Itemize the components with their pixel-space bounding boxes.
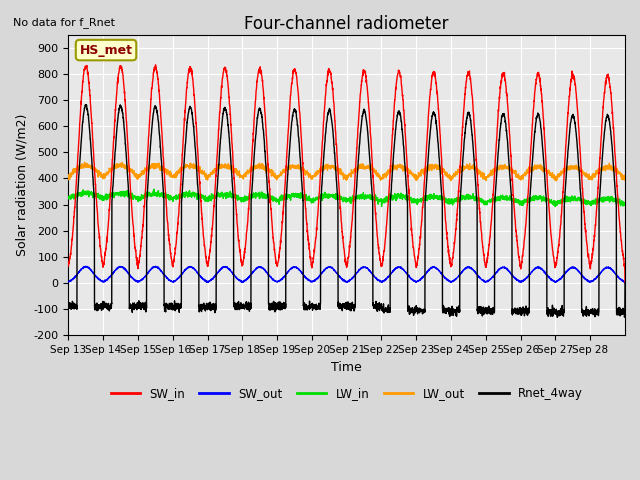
Text: HS_met: HS_met: [79, 44, 132, 57]
Y-axis label: Solar radiation (W/m2): Solar radiation (W/m2): [15, 114, 28, 256]
Text: No data for f_Rnet: No data for f_Rnet: [13, 17, 115, 28]
Title: Four-channel radiometer: Four-channel radiometer: [244, 15, 449, 33]
X-axis label: Time: Time: [332, 360, 362, 373]
Legend: SW_in, SW_out, LW_in, LW_out, Rnet_4way: SW_in, SW_out, LW_in, LW_out, Rnet_4way: [106, 382, 588, 405]
